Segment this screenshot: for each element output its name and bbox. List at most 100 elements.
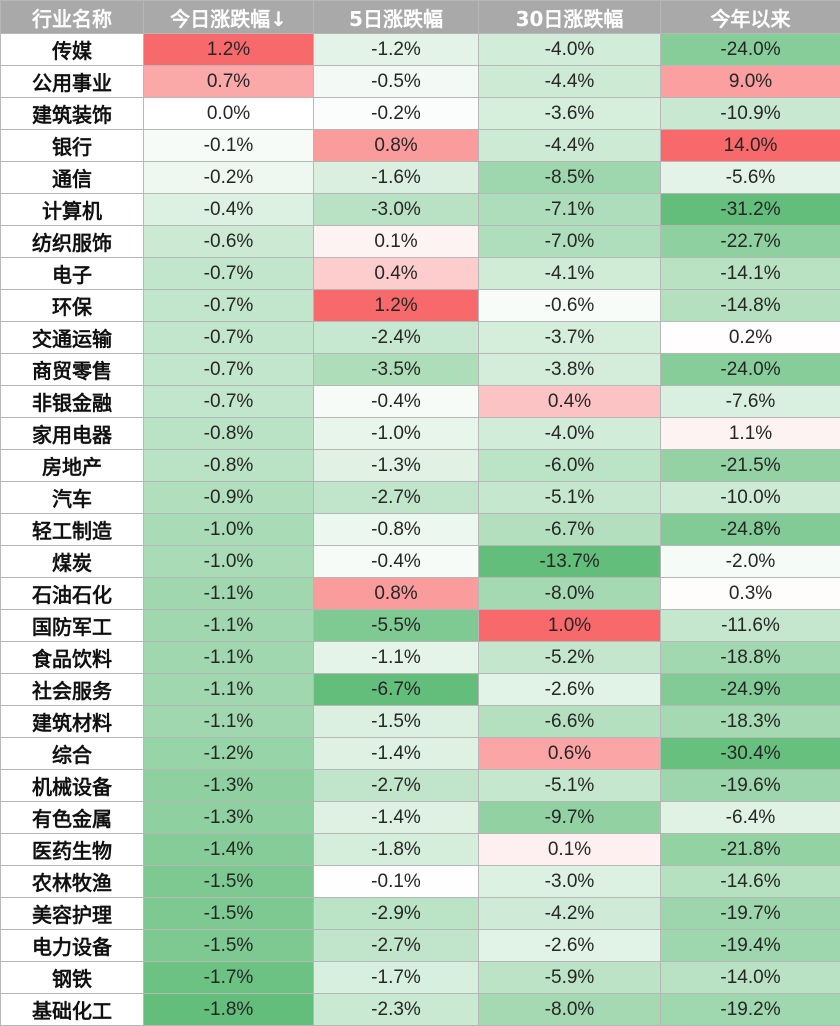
today-change-cell: -1.7% — [144, 962, 314, 994]
day30-change-cell: -2.6% — [479, 930, 661, 962]
day5-change-cell: -2.7% — [314, 482, 479, 514]
table-row: 房地产-0.8%-1.3%-6.0%-21.5% — [1, 450, 840, 482]
industry-name-cell: 计算机 — [1, 194, 144, 226]
ytd-change-cell: 9.0% — [661, 66, 840, 98]
header-ytd-change[interactable]: 今年以来 — [661, 1, 840, 34]
today-change-cell: -1.5% — [144, 898, 314, 930]
header-today-change[interactable]: 今日涨跌幅↓ — [144, 1, 314, 34]
table-row: 纺织服饰-0.6%0.1%-7.0%-22.7% — [1, 226, 840, 258]
today-change-cell: -0.9% — [144, 482, 314, 514]
ytd-change-cell: -14.1% — [661, 258, 840, 290]
today-change-cell: -0.4% — [144, 194, 314, 226]
day30-change-cell: -8.5% — [479, 162, 661, 194]
table-row: 汽车-0.9%-2.7%-5.1%-10.0% — [1, 482, 840, 514]
industry-name-cell: 汽车 — [1, 482, 144, 514]
day5-change-cell: -1.7% — [314, 962, 479, 994]
day5-change-cell: -5.5% — [314, 610, 479, 642]
header-5day-change[interactable]: 5日涨跌幅 — [314, 1, 479, 34]
day30-change-cell: -3.8% — [479, 354, 661, 386]
day5-change-cell: -2.7% — [314, 930, 479, 962]
day30-change-cell: -0.6% — [479, 290, 661, 322]
day30-change-cell: -4.0% — [479, 418, 661, 450]
ytd-change-cell: -24.9% — [661, 674, 840, 706]
day30-change-cell: -4.1% — [479, 258, 661, 290]
industry-name-cell: 美容护理 — [1, 898, 144, 930]
day30-change-cell: -8.0% — [479, 578, 661, 610]
table-row: 银行-0.1%0.8%-4.4%14.0% — [1, 130, 840, 162]
today-change-cell: -1.1% — [144, 706, 314, 738]
day5-change-cell: -1.1% — [314, 642, 479, 674]
header-row: 行业名称 今日涨跌幅↓ 5日涨跌幅 30日涨跌幅 今年以来 — [1, 1, 840, 34]
day5-change-cell: 0.8% — [314, 130, 479, 162]
table-row: 煤炭-1.0%-0.4%-13.7%-2.0% — [1, 546, 840, 578]
today-change-cell: -1.8% — [144, 994, 314, 1026]
day30-change-cell: 0.6% — [479, 738, 661, 770]
today-change-cell: -0.7% — [144, 322, 314, 354]
day30-change-cell: 0.4% — [479, 386, 661, 418]
industry-name-cell: 交通运输 — [1, 322, 144, 354]
day5-change-cell: -0.1% — [314, 866, 479, 898]
day5-change-cell: -2.3% — [314, 994, 479, 1026]
ytd-change-cell: -21.8% — [661, 834, 840, 866]
day30-change-cell: -7.0% — [479, 226, 661, 258]
today-change-cell: 0.0% — [144, 98, 314, 130]
today-change-cell: -0.1% — [144, 130, 314, 162]
table-row: 美容护理-1.5%-2.9%-4.2%-19.7% — [1, 898, 840, 930]
today-change-cell: -1.5% — [144, 866, 314, 898]
ytd-change-cell: -10.0% — [661, 482, 840, 514]
table-row: 食品饮料-1.1%-1.1%-5.2%-18.8% — [1, 642, 840, 674]
table-row: 农林牧渔-1.5%-0.1%-3.0%-14.6% — [1, 866, 840, 898]
table-row: 综合-1.2%-1.4%0.6%-30.4% — [1, 738, 840, 770]
day5-change-cell: -2.9% — [314, 898, 479, 930]
day5-change-cell: -1.2% — [314, 34, 479, 66]
industry-name-cell: 煤炭 — [1, 546, 144, 578]
industry-name-cell: 纺织服饰 — [1, 226, 144, 258]
day30-change-cell: -3.6% — [479, 98, 661, 130]
table-row: 家用电器-0.8%-1.0%-4.0%1.1% — [1, 418, 840, 450]
today-change-cell: -0.7% — [144, 258, 314, 290]
industry-name-cell: 非银金融 — [1, 386, 144, 418]
day5-change-cell: 0.1% — [314, 226, 479, 258]
day5-change-cell: -1.6% — [314, 162, 479, 194]
day5-change-cell: -0.4% — [314, 386, 479, 418]
today-change-cell: -0.8% — [144, 418, 314, 450]
ytd-change-cell: 0.2% — [661, 322, 840, 354]
day5-change-cell: -3.5% — [314, 354, 479, 386]
industry-name-cell: 钢铁 — [1, 962, 144, 994]
day5-change-cell: -1.4% — [314, 802, 479, 834]
table-row: 轻工制造-1.0%-0.8%-6.7%-24.8% — [1, 514, 840, 546]
today-change-cell: -0.7% — [144, 290, 314, 322]
ytd-change-cell: 1.1% — [661, 418, 840, 450]
ytd-change-cell: -7.6% — [661, 386, 840, 418]
header-30day-change[interactable]: 30日涨跌幅 — [479, 1, 661, 34]
ytd-change-cell: -6.4% — [661, 802, 840, 834]
industry-name-cell: 商贸零售 — [1, 354, 144, 386]
industry-name-cell: 轻工制造 — [1, 514, 144, 546]
today-change-cell: -0.7% — [144, 386, 314, 418]
today-change-cell: -0.2% — [144, 162, 314, 194]
ytd-change-cell: -5.6% — [661, 162, 840, 194]
industry-name-cell: 综合 — [1, 738, 144, 770]
table-row: 钢铁-1.7%-1.7%-5.9%-14.0% — [1, 962, 840, 994]
day5-change-cell: -0.2% — [314, 98, 479, 130]
today-change-cell: -0.7% — [144, 354, 314, 386]
industry-name-cell: 有色金属 — [1, 802, 144, 834]
today-change-cell: -1.1% — [144, 578, 314, 610]
industry-name-cell: 机械设备 — [1, 770, 144, 802]
table-row: 通信-0.2%-1.6%-8.5%-5.6% — [1, 162, 840, 194]
table-row: 基础化工-1.8%-2.3%-8.0%-19.2% — [1, 994, 840, 1026]
day5-change-cell: -2.7% — [314, 770, 479, 802]
table-row: 环保-0.7%1.2%-0.6%-14.8% — [1, 290, 840, 322]
ytd-change-cell: -11.6% — [661, 610, 840, 642]
day30-change-cell: -8.0% — [479, 994, 661, 1026]
day30-change-cell: -3.7% — [479, 322, 661, 354]
industry-name-cell: 银行 — [1, 130, 144, 162]
day5-change-cell: -0.4% — [314, 546, 479, 578]
industry-name-cell: 基础化工 — [1, 994, 144, 1026]
today-change-cell: 0.7% — [144, 66, 314, 98]
